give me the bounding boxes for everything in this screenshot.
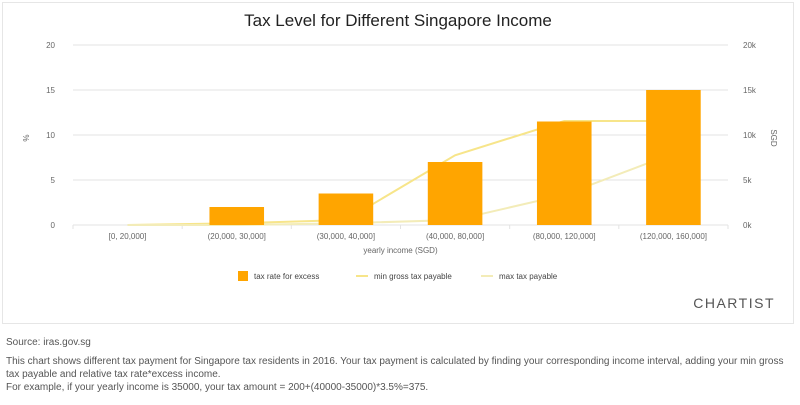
- x-tick-label: (120,000, 160,000]: [640, 232, 707, 241]
- bar: [646, 90, 701, 225]
- chart-footer: Source: iras.gov.sg This chart shows dif…: [6, 336, 794, 394]
- y-right-tick-label: 0k: [743, 221, 752, 230]
- x-tick-label: [0, 20,000]: [109, 232, 147, 241]
- legend-label: max tax payable: [499, 272, 558, 281]
- chart-description: This chart shows different tax payment f…: [6, 356, 784, 380]
- x-tick-label: (20,000, 30,000]: [208, 232, 266, 241]
- x-tick-label: (40,000, 80,000]: [426, 232, 484, 241]
- legend-swatch: [238, 271, 248, 281]
- y-left-tick-label: 15: [46, 86, 55, 95]
- y-right-axis-label: SGD: [769, 129, 778, 147]
- bar: [318, 193, 374, 225]
- example-note: For example, if your yearly income is 35…: [6, 382, 429, 393]
- y-left-tick-label: 20: [46, 41, 55, 50]
- legend-label: min gross tax payable: [374, 272, 452, 281]
- legend-label: tax rate for excess: [254, 272, 319, 281]
- bar: [536, 121, 592, 225]
- bar: [427, 162, 483, 225]
- bar: [209, 207, 265, 225]
- y-left-tick-label: 5: [51, 176, 56, 185]
- y-right-tick-label: 10k: [743, 131, 757, 140]
- y-left-axis-label: %: [22, 134, 31, 141]
- y-right-tick-label: 20k: [743, 41, 757, 50]
- x-tick-label: (80,000, 120,000]: [533, 232, 596, 241]
- y-left-tick-label: 10: [46, 131, 55, 140]
- chart-title: Tax Level for Different Singapore Income: [244, 11, 552, 30]
- source-note: Source: iras.gov.sg: [6, 337, 91, 348]
- chart-svg: 0 5 10 15 20 0k 5k 10k 15k 20k% SGD [0, 20,000] (20,…: [22, 41, 778, 281]
- chart-card: Tax Level for Different Singapore Income…: [2, 2, 794, 324]
- y-right-tick-label: 15k: [743, 86, 757, 95]
- brand-logo: CHARTIST: [693, 295, 775, 311]
- x-tick-label: (30,000, 40,000]: [317, 232, 375, 241]
- y-left-tick-label: 0: [51, 221, 56, 230]
- y-right-tick-label: 5k: [743, 176, 752, 185]
- x-axis-label: yearly income (SGD): [363, 246, 438, 255]
